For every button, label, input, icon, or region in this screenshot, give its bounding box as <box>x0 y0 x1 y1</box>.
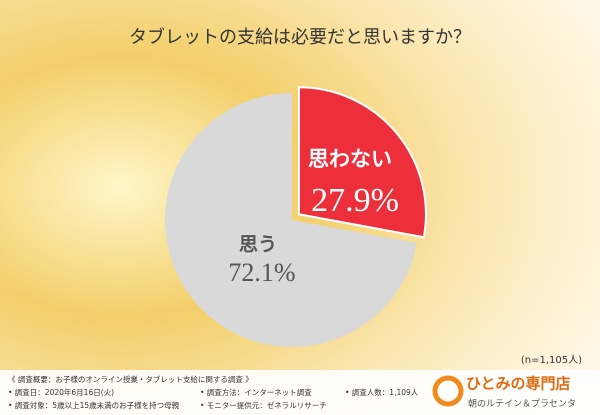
pie-slice <box>297 86 427 239</box>
note: • 調査日：2020年6月16日(火) <box>8 387 114 397</box>
brand-logo <box>432 375 464 407</box>
brand-sub: 朝のルテイン＆プラセンタ <box>468 399 576 410</box>
slice-label: 思う <box>239 234 277 256</box>
sample-note: (n=1,105人) <box>521 354 582 366</box>
pie-slice <box>164 93 417 347</box>
value-label: 27.9% <box>311 182 399 219</box>
slice-label: 思わない <box>308 147 392 171</box>
note: • 調査人数：1,109人 <box>345 387 419 397</box>
note: • モニター提供元：ゼネラルリサーチ <box>200 400 327 410</box>
value-label: 72.1% <box>228 258 295 287</box>
notes-panel <box>0 370 600 415</box>
brand: ひとみの専門店 <box>466 375 571 393</box>
note: • 調査方法：インターネット調査 <box>200 387 312 397</box>
note: 《 調査概要：お子様のオンライン授業・タブレット支給に関する調査 》 <box>8 374 253 384</box>
chart-title: タブレットの支給は必要だと思いますか？ <box>129 26 471 48</box>
note: • 調査対象：5歳以上15歳未満のお子様を持つ母親 <box>8 400 180 410</box>
